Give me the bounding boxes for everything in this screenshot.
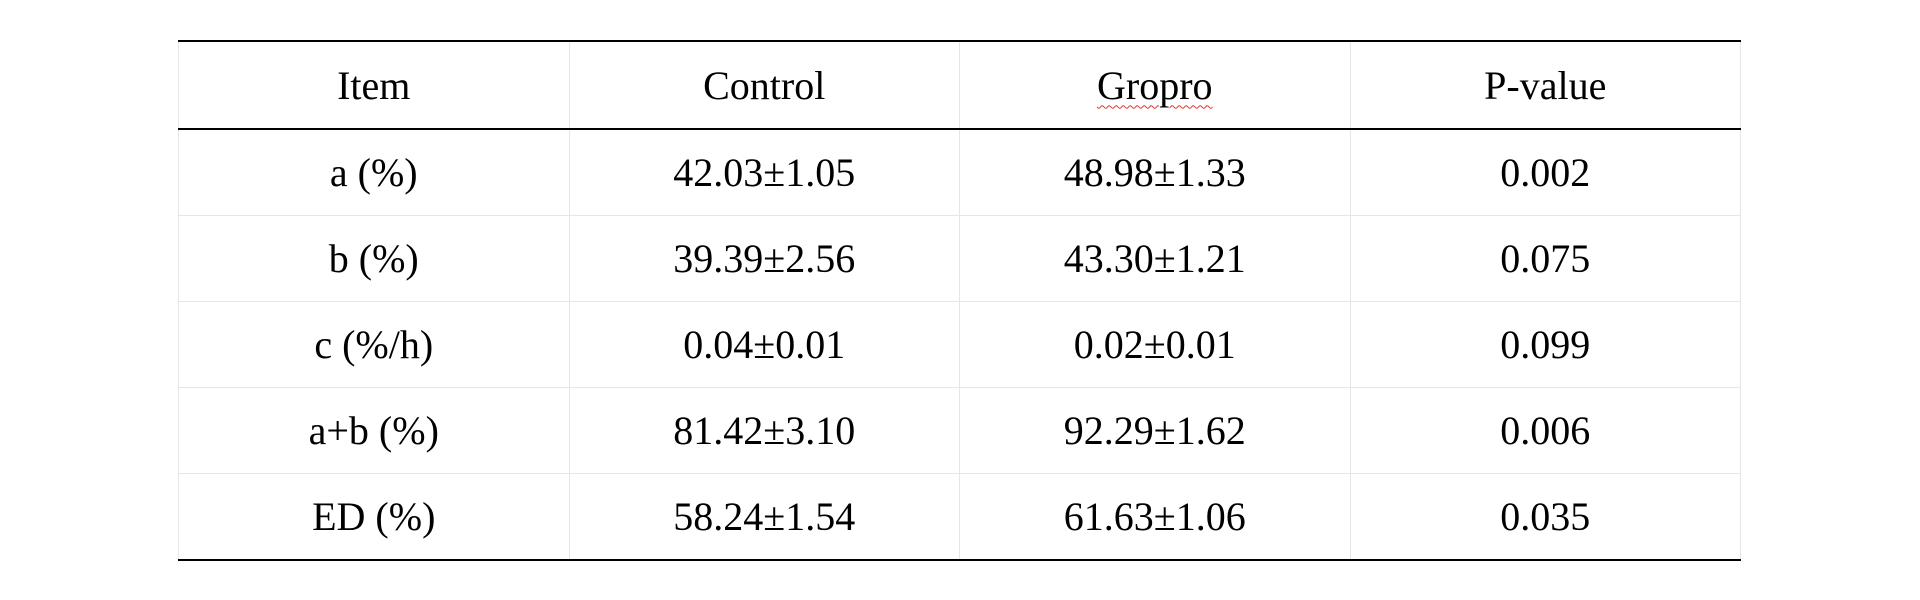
header-text: P-value: [1484, 62, 1607, 108]
table-cell: 61.63±1.06: [959, 473, 1351, 561]
table-row: c (%/h) 0.04±0.01 0.02±0.01 0.099: [178, 301, 1741, 388]
table-header: Item Control Gropro P-value: [178, 40, 1741, 130]
header-text: Control: [703, 62, 826, 108]
header-text: Gropro: [1096, 62, 1213, 108]
table-cell: a (%): [178, 129, 570, 216]
table-cell: 0.006: [1349, 387, 1741, 474]
header-row: Item Control Gropro P-value: [178, 40, 1741, 130]
table-cell: 0.099: [1349, 301, 1741, 388]
data-table: Item Control Gropro P-value a (%) 42.03±1.05…: [178, 40, 1741, 561]
table-row: a+b (%) 81.42±3.10 92.29±1.62 0.006: [178, 387, 1741, 474]
table-cell: 0.02±0.01: [959, 301, 1351, 388]
table-cell: b (%): [178, 215, 570, 302]
table-cell: 42.03±1.05: [568, 129, 960, 216]
table-cell: c (%/h): [178, 301, 570, 388]
table-cell: 48.98±1.33: [959, 129, 1351, 216]
table-body: a (%) 42.03±1.05 48.98±1.33 0.002 b (%) 39.39…: [178, 129, 1741, 561]
table-cell: a+b (%): [178, 387, 570, 474]
header-text: Item: [337, 62, 411, 108]
table-cell: 92.29±1.62: [959, 387, 1351, 474]
table-cell: 0.002: [1349, 129, 1741, 216]
header-cell: P-value: [1349, 40, 1741, 130]
header-cell: Gropro: [959, 40, 1351, 130]
header-cell: Control: [568, 40, 960, 130]
table-row: a (%) 42.03±1.05 48.98±1.33 0.002: [178, 129, 1741, 216]
table-cell: 39.39±2.56: [568, 215, 960, 302]
table-cell: 43.30±1.21: [959, 215, 1351, 302]
table-cell: 0.04±0.01: [568, 301, 960, 388]
table-cell: 0.075: [1349, 215, 1741, 302]
table-cell: 58.24±1.54: [568, 473, 960, 561]
table-cell: ED (%): [178, 473, 570, 561]
header-cell: Item: [178, 40, 570, 130]
table-row: ED (%) 58.24±1.54 61.63±1.06 0.035: [178, 473, 1741, 561]
table-cell: 81.42±3.10: [568, 387, 960, 474]
table-cell: 0.035: [1349, 473, 1741, 561]
table-row: b (%) 39.39±2.56 43.30±1.21 0.075: [178, 215, 1741, 302]
